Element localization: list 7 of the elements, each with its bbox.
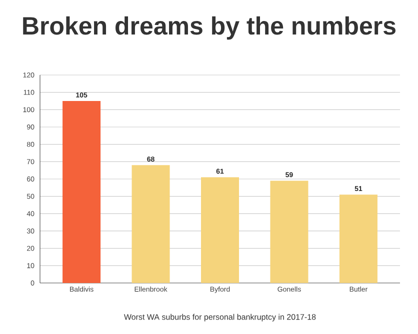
bar	[339, 194, 378, 283]
bar	[201, 177, 239, 283]
chart-title: Broken dreams by the numbers	[23, 16, 396, 40]
bar	[62, 100, 101, 283]
bar	[132, 165, 170, 283]
x-axis-title: Worst WA suburbs for personal bankruptcy in 2017-18	[124, 314, 316, 322]
bar	[270, 180, 308, 283]
